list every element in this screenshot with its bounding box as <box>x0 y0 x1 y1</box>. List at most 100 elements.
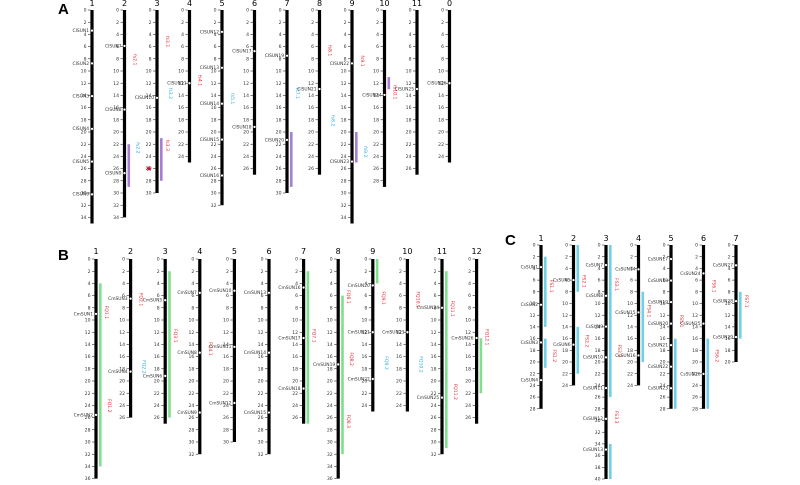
scale-tick-label: 12 <box>725 313 731 319</box>
gene-marker <box>317 87 322 91</box>
gene-label: CmSUN17 <box>278 335 300 341</box>
qtl-label: FS1.1 <box>548 280 554 293</box>
scale-tick-label: 26 <box>431 415 437 421</box>
qtl-interval-bar <box>706 338 710 374</box>
chromosome-5: 5024681012141618202224262830CmSUN10CmSUN… <box>209 247 237 446</box>
scale-tick-label: 10 <box>465 318 471 324</box>
gene-marker <box>669 321 673 326</box>
scale-tick-label: 0 <box>434 257 437 263</box>
scale-tick-label: 6 <box>663 278 666 284</box>
scale-tick-label: 10 <box>595 301 601 307</box>
scale-tick-label: 14 <box>530 325 536 331</box>
qtl-label: FQ12.1 <box>484 329 490 346</box>
scale-tick-label: 4 <box>149 32 152 38</box>
gene-marker <box>669 300 673 304</box>
scale-tick-label: 16 <box>146 105 152 111</box>
qtl-label: FQ8.3 <box>345 415 351 429</box>
scale-tick-label: 0 <box>663 243 666 249</box>
scale-tick-label: 20 <box>627 360 633 366</box>
scale-tick-label: 12 <box>373 81 379 87</box>
scale-tick-label: 22 <box>627 371 633 377</box>
scale-tick-label: 12 <box>660 313 666 319</box>
scale-tick-label: 8 <box>157 305 160 311</box>
gene-marker <box>636 353 641 358</box>
chromosome-bar <box>187 10 192 163</box>
scale-tick-label: 0 <box>344 8 347 14</box>
scale-tick-label: 24 <box>361 403 367 409</box>
scale-tick-label: 30 <box>81 191 87 197</box>
scale-tick-label: 2 <box>191 269 194 275</box>
chromosome-label: 7 <box>284 0 289 8</box>
scale-tick-label: 6 <box>226 293 229 299</box>
scale-tick-label: 8 <box>695 289 698 295</box>
scale-tick-label: 26 <box>119 415 125 421</box>
scale-tick-label: 24 <box>113 154 119 160</box>
chromosome-label: 0 <box>447 0 452 8</box>
scale-tick-label: 32 <box>327 452 333 458</box>
scale-tick-label: 20 <box>438 130 444 136</box>
scale-tick-label: 22 <box>292 391 298 397</box>
scale-tick-label: 4 <box>181 32 184 38</box>
scale-tick-label: 6 <box>468 293 471 299</box>
scale-tick-label: 20 <box>223 379 229 385</box>
scale-tick-label: 4 <box>84 32 87 38</box>
scale-tick-label: 6 <box>376 44 379 50</box>
scale-tick-label: 2 <box>663 254 666 260</box>
scale-tick-label: 22 <box>188 391 194 397</box>
chromosome-4: 4024681012141618202224CsSUN14CsSUN15CsSU… <box>615 234 651 389</box>
gene-label: CmSUN1 <box>74 311 94 317</box>
scale-tick-label: 10 <box>243 69 249 75</box>
scale-tick-label: 24 <box>373 154 379 160</box>
scale-tick-label: 4 <box>246 32 249 38</box>
gene-marker <box>604 263 608 267</box>
scale-tick-label: 6 <box>84 44 87 50</box>
qtl-interval-bar <box>739 291 742 339</box>
scale-tick-label: 12 <box>119 330 125 336</box>
scale-tick-label: 4 <box>441 32 444 38</box>
scale-tick-label: 8 <box>399 305 402 311</box>
scale-tick-label: 12 <box>223 330 229 336</box>
chromosome-label: 10 <box>379 0 389 8</box>
qtl-label: FQ8.2 <box>348 352 354 366</box>
scale-tick-label: 14 <box>660 325 666 331</box>
scale-tick-label: 10 <box>341 69 347 75</box>
scale-tick-label: 20 <box>154 379 160 385</box>
scale-tick-label: 14 <box>243 93 249 99</box>
qtl-label: FQ8.1 <box>345 290 351 304</box>
gene-marker <box>604 386 608 390</box>
scale-tick-label: 10 <box>178 69 184 75</box>
gene-marker <box>90 61 94 66</box>
scale-tick-label: 20 <box>81 130 87 136</box>
scale-tick-label: 26 <box>223 415 229 421</box>
scale-tick-label: 2 <box>261 269 264 275</box>
qtl-interval-bar <box>306 271 310 424</box>
scale-tick-label: 2 <box>364 269 367 275</box>
qtl-label: FQ9.2 <box>383 356 389 370</box>
scale-tick-label: 20 <box>243 130 249 136</box>
chromosome-bar <box>636 245 641 386</box>
chromosome-bar <box>604 245 608 479</box>
gene-marker <box>604 355 608 359</box>
scale-tick-label: 10 <box>211 69 217 75</box>
gene-marker <box>636 310 641 315</box>
scale-tick-label: 6 <box>598 278 601 284</box>
chromosome-label: 12 <box>472 247 482 256</box>
qtl-label: FS7.1 <box>743 295 749 308</box>
chromosome-2: 2024681012141618202224CsSUN5CsSUN6FS2.1F… <box>553 234 589 389</box>
scale-tick-label: 26 <box>154 415 160 421</box>
scale-tick-label: 20 <box>113 130 119 136</box>
scale-tick-label: 14 <box>438 93 444 99</box>
scale-tick-label: 26 <box>595 395 601 401</box>
scale-tick-label: 20 <box>327 379 333 385</box>
qtl-label: FS6.1 <box>711 280 717 293</box>
gene-label: CsSUN13 <box>583 447 603 453</box>
scale-tick-label: 2 <box>598 254 601 260</box>
chromosome-1: 10246810121416182022242628303234CISUN1CI… <box>73 0 95 224</box>
scale-tick-label: 28 <box>85 427 91 433</box>
scale-tick-label: 26 <box>341 166 347 172</box>
scale-tick-label: 0 <box>226 257 229 263</box>
scale-tick-label: 16 <box>341 105 347 111</box>
scale-tick-label: 4 <box>122 281 125 287</box>
